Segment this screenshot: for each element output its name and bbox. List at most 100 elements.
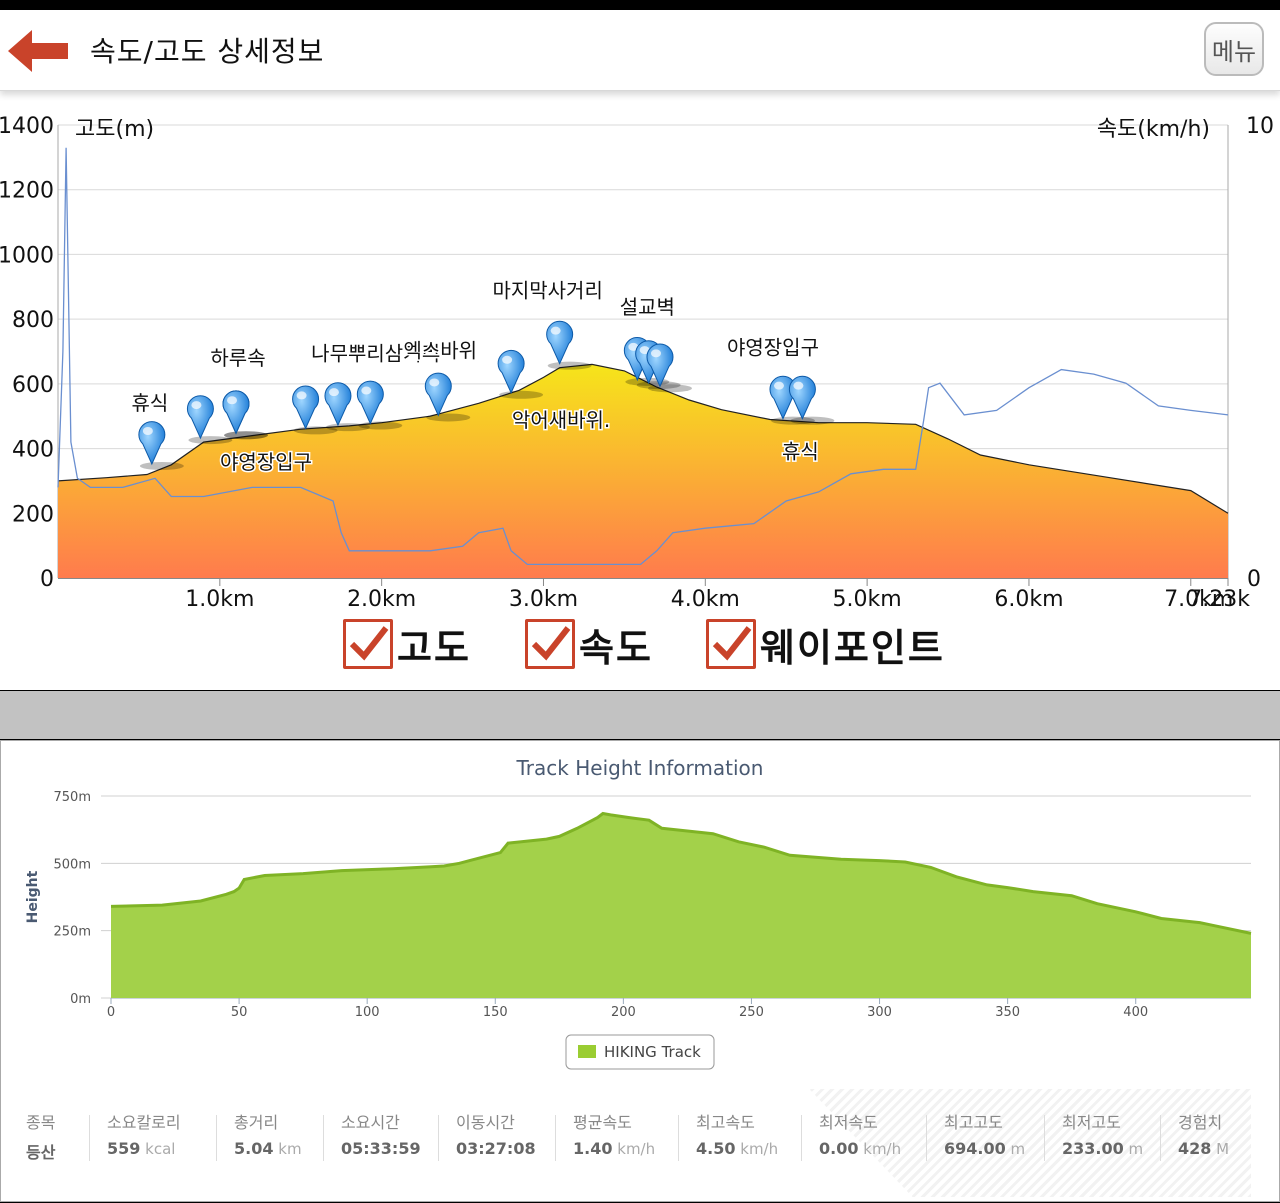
x-tick-label: 0 bbox=[107, 1005, 115, 1020]
toggle-speed[interactable]: 속도 bbox=[525, 614, 653, 674]
chart-title: Track Height Information bbox=[516, 756, 764, 780]
pin-highlight bbox=[650, 349, 661, 358]
stat-item: 종목 등산 bbox=[26, 1109, 55, 1169]
toggle-waypoints-label: 웨이포인트 bbox=[760, 625, 945, 670]
waypoint-label: 휴식 bbox=[782, 440, 819, 464]
y-tick-label: 0m bbox=[70, 992, 91, 1007]
waypoint-marker bbox=[424, 372, 471, 422]
y-tick-label: 400 bbox=[12, 438, 54, 463]
map-pin-icon bbox=[324, 382, 352, 427]
stat-value: 428 bbox=[1178, 1139, 1212, 1158]
y-tick-label: 1000 bbox=[0, 243, 54, 268]
panel-separator bbox=[0, 691, 1280, 739]
check-icon bbox=[349, 626, 389, 661]
pin-shadow bbox=[426, 413, 471, 422]
pin-shadow bbox=[770, 416, 815, 425]
toggle-waypoints[interactable]: 웨이포인트 bbox=[706, 614, 945, 674]
stat-value-row: 5.04 km bbox=[234, 1139, 302, 1158]
stat-value-row: 694.00 m bbox=[944, 1139, 1025, 1158]
stat-divider bbox=[89, 1115, 90, 1161]
pin-shadow bbox=[139, 461, 184, 470]
x-tick-label: 200 bbox=[611, 1005, 636, 1020]
stat-item: 총거리 5.04 km bbox=[234, 1109, 302, 1169]
stat-unit: M bbox=[1211, 1140, 1230, 1158]
pin-highlight bbox=[639, 346, 650, 355]
menu-button[interactable]: 메뉴 bbox=[1204, 22, 1264, 76]
waypoint-marker bbox=[788, 375, 835, 425]
pin-shadow bbox=[547, 361, 592, 370]
stat-key: 최고속도 bbox=[696, 1113, 755, 1132]
y2-axis-title: 속도(km/h) bbox=[1097, 117, 1210, 142]
stat-item: 최고속도 4.50 km/h bbox=[696, 1109, 778, 1169]
stat-divider bbox=[1160, 1115, 1161, 1161]
y-axis-title: 고도(m) bbox=[75, 117, 154, 142]
x-tick-label: 250 bbox=[739, 1005, 764, 1020]
checkbox-waypoints[interactable] bbox=[706, 619, 756, 669]
x-tick-label: 1.0km bbox=[185, 587, 254, 610]
pin-shadow bbox=[188, 436, 233, 445]
waypoint-label: 야영장입구 bbox=[220, 450, 312, 474]
checkbox-altitude[interactable] bbox=[343, 619, 393, 669]
stat-key: 최고고도 bbox=[944, 1113, 1003, 1132]
x-tick-label: 50 bbox=[231, 1005, 248, 1020]
app-header: 속도/고도 상세정보 메뉴 bbox=[0, 10, 1280, 91]
stat-item: 최고고도 694.00 m bbox=[944, 1109, 1025, 1169]
map-pin-icon bbox=[788, 375, 816, 420]
legend-label: HIKING Track bbox=[604, 1043, 701, 1061]
stat-divider bbox=[801, 1115, 802, 1161]
stat-key: 최저속도 bbox=[819, 1113, 878, 1132]
stat-key: 총거리 bbox=[234, 1113, 279, 1132]
map-pin-icon bbox=[222, 390, 250, 435]
chart-toggle-bar: 고도 속도 웨이포인트 bbox=[0, 614, 1280, 684]
pin-highlight bbox=[191, 401, 202, 410]
waypoint-marker bbox=[186, 395, 233, 445]
x-tick-label: 350 bbox=[995, 1005, 1020, 1020]
altitude-speed-chart: 0 200 400 600 800 1000 1200 1400 고도(m) 속도(km/h) 10… bbox=[0, 114, 1274, 610]
y-tick-label: 1400 bbox=[0, 114, 54, 139]
waypoint-marker bbox=[324, 382, 370, 432]
stat-key: 평균속도 bbox=[573, 1113, 632, 1132]
waypoint-marker bbox=[646, 343, 692, 393]
stat-divider bbox=[555, 1115, 556, 1161]
height-line bbox=[110, 811, 1252, 935]
pin-shadow bbox=[636, 381, 681, 390]
waypoint-marker bbox=[497, 350, 544, 399]
x-tick-label: 2.0km bbox=[347, 587, 416, 610]
map-pin-icon bbox=[356, 380, 384, 425]
back-arrow-icon bbox=[8, 30, 68, 72]
stat-value-row: 등산 bbox=[26, 1139, 55, 1163]
waypoint-label: 하루속 bbox=[210, 346, 265, 370]
speed-altitude-panel: 속도/고도 상세정보 메뉴 0 200 400 600 800 1000 1200 1400 고… bbox=[0, 10, 1280, 690]
y-tick-label: 1200 bbox=[0, 179, 54, 204]
waypoint-label: 야영장입구 bbox=[727, 336, 819, 360]
map-pin-icon bbox=[497, 350, 525, 395]
y-tick-label: 750m bbox=[54, 790, 91, 805]
stat-unit: kcal bbox=[140, 1140, 176, 1158]
y-axis-title: Height bbox=[25, 870, 41, 923]
y-tick-label: 800 bbox=[12, 308, 54, 333]
stat-item: 이동시간 03:27:08 bbox=[456, 1109, 536, 1169]
pin-shadow bbox=[293, 426, 338, 435]
track-height-panel: Track Height Information 0m 250m 500m 750m He… bbox=[0, 740, 1280, 1202]
waypoint-label: 마지막사거리 bbox=[492, 279, 602, 303]
toggle-altitude[interactable]: 고도 bbox=[343, 614, 471, 674]
stat-value: 694.00 bbox=[944, 1139, 1006, 1158]
stats-bar: 종목 등산 소요칼로리 559 kcal 총거리 5.04 km 소요시간 05:33:59 이… bbox=[1, 1089, 1279, 1201]
checkbox-speed[interactable] bbox=[525, 619, 575, 669]
check-icon bbox=[712, 626, 752, 661]
stat-key: 소요시간 bbox=[341, 1113, 400, 1132]
stat-divider bbox=[216, 1115, 217, 1161]
back-button[interactable] bbox=[8, 28, 70, 74]
stat-item: 최저속도 0.00 km/h bbox=[819, 1109, 901, 1169]
check-icon bbox=[531, 626, 571, 661]
legend-swatch bbox=[578, 1045, 596, 1058]
pin-shadow bbox=[224, 431, 269, 440]
stat-key: 최저고도 bbox=[1062, 1113, 1121, 1132]
map-pin-icon bbox=[292, 385, 320, 430]
pin-shadow bbox=[647, 384, 692, 393]
stat-value: 4.50 bbox=[696, 1139, 736, 1158]
stat-key: 소요칼로리 bbox=[107, 1113, 181, 1132]
waypoint-marker bbox=[138, 421, 184, 470]
stat-unit: m bbox=[1123, 1140, 1144, 1158]
stat-value: 559 bbox=[107, 1139, 141, 1158]
